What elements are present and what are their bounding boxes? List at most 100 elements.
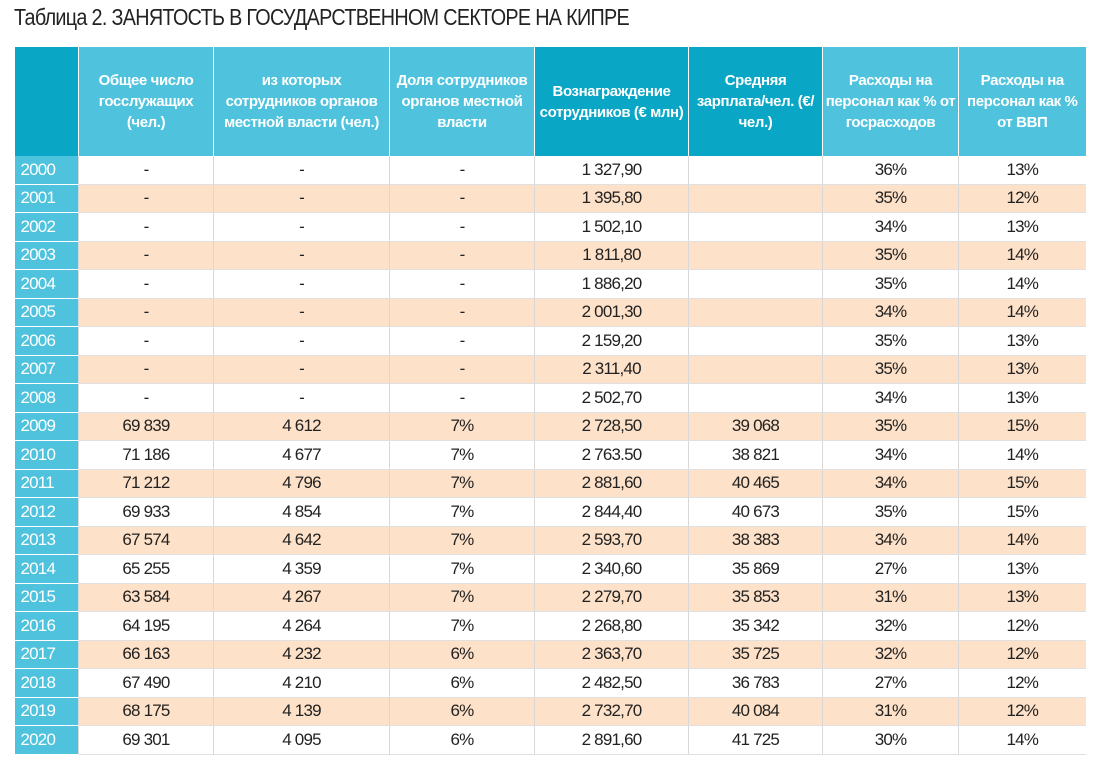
table-row: 2014 65 255 4 359 7% 2 340,60 35 869 27% 13%	[14, 554, 1086, 584]
cell-local-share: 6%	[389, 640, 535, 669]
cell-total-employees: -	[78, 184, 214, 213]
cell-compensation: 2 311,40	[534, 355, 689, 384]
cell-compensation: 2 502,70	[534, 383, 689, 413]
cell-pct-gdp: 12%	[958, 640, 1086, 669]
table-row: 2013 67 574 4 642 7% 2 593,70 38 383 34% 14%	[14, 526, 1086, 555]
cell-total-employees: 67 574	[78, 526, 214, 555]
cell-compensation: 1 502,10	[534, 212, 689, 242]
table-row: 2004- - -1 886,20 35% 14%	[14, 269, 1086, 299]
cell-pct-gdp: 14%	[958, 241, 1086, 270]
cell-year: 2006	[14, 326, 79, 356]
cell-local-employees: 4 359	[213, 554, 390, 584]
cell-local-employees: -	[213, 184, 390, 213]
cell-year: 2005	[14, 298, 79, 327]
cell-pct-gdp: 12%	[958, 611, 1086, 641]
header-total-employees: Общее число госслужащих (чел.)	[78, 47, 214, 156]
cell-pct-gdp: 13%	[958, 554, 1086, 584]
employment-table: Общее число госслужащих (чел.) из которы…	[14, 47, 1086, 755]
cell-pct-gdp: 14%	[958, 526, 1086, 555]
cell-total-employees: 63 584	[78, 583, 214, 612]
cell-year: 2016	[14, 611, 79, 641]
cell-compensation: 2 340,60	[534, 554, 689, 584]
cell-year: 2004	[14, 269, 79, 299]
cell-pct-gdp: 13%	[958, 326, 1086, 356]
cell-pct-gdp: 13%	[958, 156, 1086, 185]
cell-local-employees: 4 796	[213, 469, 390, 498]
table-row: 2015 63 584 4 267 7% 2 279,70 35 853 31% 13%	[14, 583, 1086, 612]
cell-compensation: 2 763.50	[534, 440, 689, 470]
cell-year: 2015	[14, 583, 79, 612]
table-row: 2016 64 195 4 264 7% 2 268,80 35 342 32% 12%	[14, 611, 1086, 641]
cell-pct-spending: 35%	[822, 184, 959, 213]
cell-pct-spending: 27%	[822, 554, 959, 584]
cell-local-employees: 4 642	[213, 526, 390, 555]
header-local-share: Доля сотрудников органов местной власти	[389, 47, 535, 156]
cell-pct-gdp: 15%	[958, 497, 1086, 527]
table-row: 2000- - -1 327,90 36% 13%	[14, 156, 1086, 185]
cell-pct-gdp: 14%	[958, 298, 1086, 327]
cell-total-employees: 71 212	[78, 469, 214, 498]
table-title: Таблица 2. ЗАНЯТОСТЬ В ГОСУДАРСТВЕННОМ С…	[14, 4, 630, 30]
table-row: 2002- - -1 502,10 34% 13%	[14, 212, 1086, 242]
cell-local-employees: -	[213, 298, 390, 327]
cell-pct-spending: 35%	[822, 269, 959, 299]
table-row: 2010 71 186 4 677 7% 2 763.50 38 821 34% 14%	[14, 440, 1086, 470]
cell-pct-spending: 31%	[822, 697, 959, 726]
cell-avg-salary	[688, 269, 823, 299]
header-pct-gdp: Расходы на персонал как % от ВВП	[958, 47, 1086, 156]
cell-avg-salary: 40 465	[688, 469, 823, 498]
cell-total-employees: 69 839	[78, 412, 214, 441]
table-row: 2007- - -2 311,40 35% 13%	[14, 355, 1086, 384]
header-local-employees: из которых сотрудников органов местной в…	[213, 47, 390, 156]
table-row: 2011 71 212 4 796 7% 2 881,60 40 465 34% 15%	[14, 469, 1086, 498]
header-compensation: Вознаграждение сотрудников (€ млн)	[534, 47, 689, 156]
cell-local-share: -	[389, 212, 535, 242]
cell-avg-salary: 40 084	[688, 697, 823, 726]
cell-local-employees: 4 095	[213, 725, 390, 755]
cell-avg-salary: 35 853	[688, 583, 823, 612]
cell-local-employees: 4 612	[213, 412, 390, 441]
cell-compensation: 1 811,80	[534, 241, 689, 270]
cell-year: 2019	[14, 697, 79, 726]
cell-local-employees: -	[213, 241, 390, 270]
cell-year: 2017	[14, 640, 79, 669]
cell-pct-gdp: 13%	[958, 212, 1086, 242]
cell-year: 2007	[14, 355, 79, 384]
cell-compensation: 2 732,70	[534, 697, 689, 726]
cell-pct-gdp: 13%	[958, 583, 1086, 612]
cell-compensation: 2 001,30	[534, 298, 689, 327]
cell-year: 2001	[14, 184, 79, 213]
cell-compensation: 1 327,90	[534, 156, 689, 185]
cell-avg-salary	[688, 298, 823, 327]
cell-pct-spending: 36%	[822, 156, 959, 185]
cell-pct-spending: 34%	[822, 526, 959, 555]
cell-total-employees: -	[78, 269, 214, 299]
table-row: 2006- - -2 159,20 35% 13%	[14, 326, 1086, 356]
cell-local-share: 7%	[389, 526, 535, 555]
cell-total-employees: 69 301	[78, 725, 214, 755]
header-pct-spending: Расходы на персонал как % от госрасходов	[822, 47, 959, 156]
cell-pct-gdp: 15%	[958, 469, 1086, 498]
cell-local-employees: 4 267	[213, 583, 390, 612]
cell-avg-salary: 35 869	[688, 554, 823, 584]
cell-total-employees: -	[78, 212, 214, 242]
cell-total-employees: -	[78, 241, 214, 270]
cell-local-share: 6%	[389, 668, 535, 698]
cell-year: 2000	[14, 156, 79, 185]
cell-local-employees: 4 677	[213, 440, 390, 470]
cell-pct-gdp: 12%	[958, 184, 1086, 213]
cell-compensation: 2 159,20	[534, 326, 689, 356]
table-row: 2005- - -2 001,30 34% 14%	[14, 298, 1086, 327]
cell-pct-spending: 35%	[822, 412, 959, 441]
cell-pct-spending: 35%	[822, 326, 959, 356]
cell-local-employees: -	[213, 156, 390, 185]
cell-avg-salary	[688, 184, 823, 213]
cell-total-employees: -	[78, 298, 214, 327]
cell-compensation: 2 279,70	[534, 583, 689, 612]
cell-pct-gdp: 13%	[958, 383, 1086, 413]
cell-avg-salary: 35 342	[688, 611, 823, 641]
cell-local-share: -	[389, 156, 535, 185]
cell-avg-salary	[688, 241, 823, 270]
cell-total-employees: -	[78, 383, 214, 413]
table-row: 2019 68 175 4 139 6% 2 732,70 40 084 31% 12%	[14, 697, 1086, 726]
